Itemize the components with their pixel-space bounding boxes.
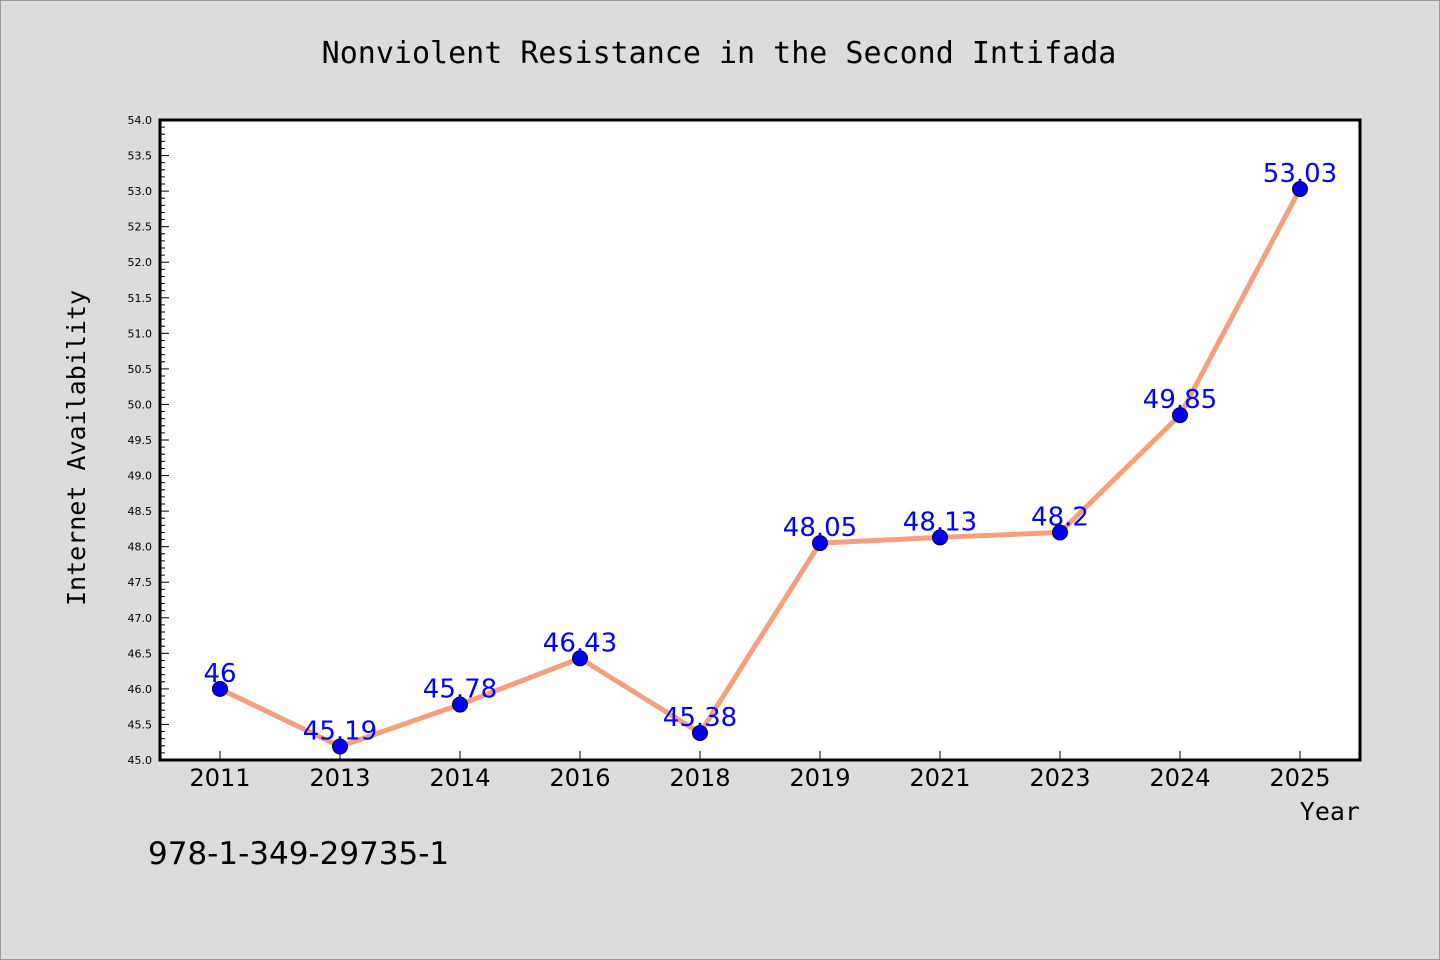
data-labels: 46 45.19 45.78 46.43 45.38 48.05 48.13 48.2 49.8… <box>203 159 1337 747</box>
y-tick-label: 45.5 <box>128 718 153 731</box>
series-line <box>217 186 1303 749</box>
x-tick-label: 2023 <box>1029 764 1090 792</box>
x-tick-label: 2019 <box>789 764 850 792</box>
data-point-marker <box>1292 180 1308 197</box>
y-tick-label: 49.0 <box>128 470 153 483</box>
data-point-label: 49.85 <box>1143 385 1217 415</box>
y-tick-label: 47.0 <box>128 612 153 625</box>
data-point-marker <box>452 696 468 713</box>
chart-title: Nonviolent Resistance in the Second Inti… <box>322 36 1117 71</box>
x-tick-label: 2024 <box>1149 764 1210 792</box>
x-tick-label: 2011 <box>189 764 250 792</box>
x-axis-ticks: 2011 2013 2014 2016 2018 2019 2021 2023 2024 2025 <box>189 751 1331 792</box>
data-point-marker <box>212 680 228 697</box>
y-tick-label: 46.0 <box>128 683 153 696</box>
x-tick-label: 2013 <box>309 764 370 792</box>
data-point-marker <box>1052 524 1068 541</box>
data-point-label: 45.38 <box>663 703 737 733</box>
y-tick-label: 53.0 <box>128 185 153 198</box>
y-tick-label: 45.0 <box>128 754 153 767</box>
x-tick-label: 2018 <box>669 764 730 792</box>
data-point-label: 45.19 <box>303 716 377 746</box>
y-tick-label: 51.0 <box>128 327 153 340</box>
y-tick-label: 53.5 <box>128 150 153 163</box>
data-point-marker <box>812 535 828 552</box>
isbn-code: 978-1-349-29735-1 <box>148 836 449 872</box>
x-tick-label: 2021 <box>909 764 970 792</box>
data-point-label: 48.05 <box>783 513 857 543</box>
data-point-marker <box>332 738 348 755</box>
data-point-marker <box>572 650 588 667</box>
x-tick-label: 2025 <box>1269 764 1330 792</box>
y-tick-label: 48.0 <box>128 541 153 554</box>
data-point-label: 46 <box>203 659 236 689</box>
data-point-label: 45.78 <box>423 675 497 705</box>
series-markers <box>212 180 1308 755</box>
data-point-label: 53.03 <box>1263 159 1337 189</box>
y-axis-label: Internet Availability <box>62 290 91 606</box>
y-tick-label: 51.5 <box>128 292 153 305</box>
y-tick-label: 50.5 <box>128 363 153 376</box>
plot-area <box>160 120 1360 760</box>
y-tick-label: 54.0 <box>128 114 153 127</box>
y-tick-label: 48.5 <box>128 505 153 518</box>
data-point-marker <box>692 724 708 741</box>
y-tick-label: 52.0 <box>128 256 153 269</box>
x-tick-label: 2016 <box>549 764 610 792</box>
x-tick-label: 2014 <box>429 764 490 792</box>
y-tick-label: 47.5 <box>128 576 153 589</box>
data-point-marker <box>932 529 948 546</box>
data-point-label: 46.43 <box>543 628 617 658</box>
y-tick-label: 49.5 <box>128 434 153 447</box>
y-tick-label: 46.5 <box>128 647 153 660</box>
series-polyline <box>217 186 1303 749</box>
plot-border <box>158 118 1362 762</box>
x-axis-label: Year <box>1300 797 1360 826</box>
y-tick-label: 52.5 <box>128 221 153 234</box>
y-axis-ticks: 45.0 45.5 46.0 46.5 47.0 47.5 48.0 48.5 49.0 49.5… <box>128 114 169 767</box>
data-point-label: 48.13 <box>903 507 977 537</box>
y-tick-label: 50.0 <box>128 398 153 411</box>
data-point-label: 48.2 <box>1031 502 1089 532</box>
data-point-marker <box>1172 407 1188 424</box>
